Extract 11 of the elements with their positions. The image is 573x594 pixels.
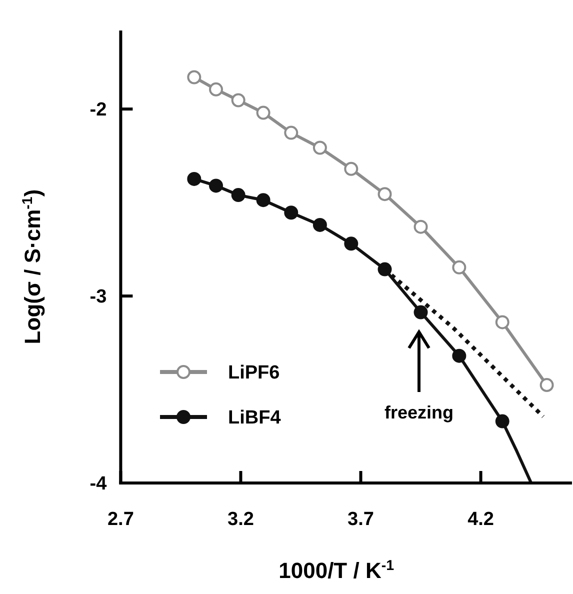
x-tick-label: 3.7 [348,509,374,530]
y-tick-label: -2 [90,100,107,121]
x-tick-label: 2.7 [107,509,134,530]
y-tick-label: -4 [90,474,108,495]
x-tick-label: 3.2 [228,509,254,530]
legend-label: LiPF6 [228,362,280,384]
legend-label: LiBF4 [228,408,282,429]
x-axis-title: 1000/T / K$^{-1}$ [278,558,394,583]
annotation: freezing [384,402,454,422]
x-tick-label: 4.2 [468,509,494,530]
y-tick-label: -3 [90,286,107,308]
